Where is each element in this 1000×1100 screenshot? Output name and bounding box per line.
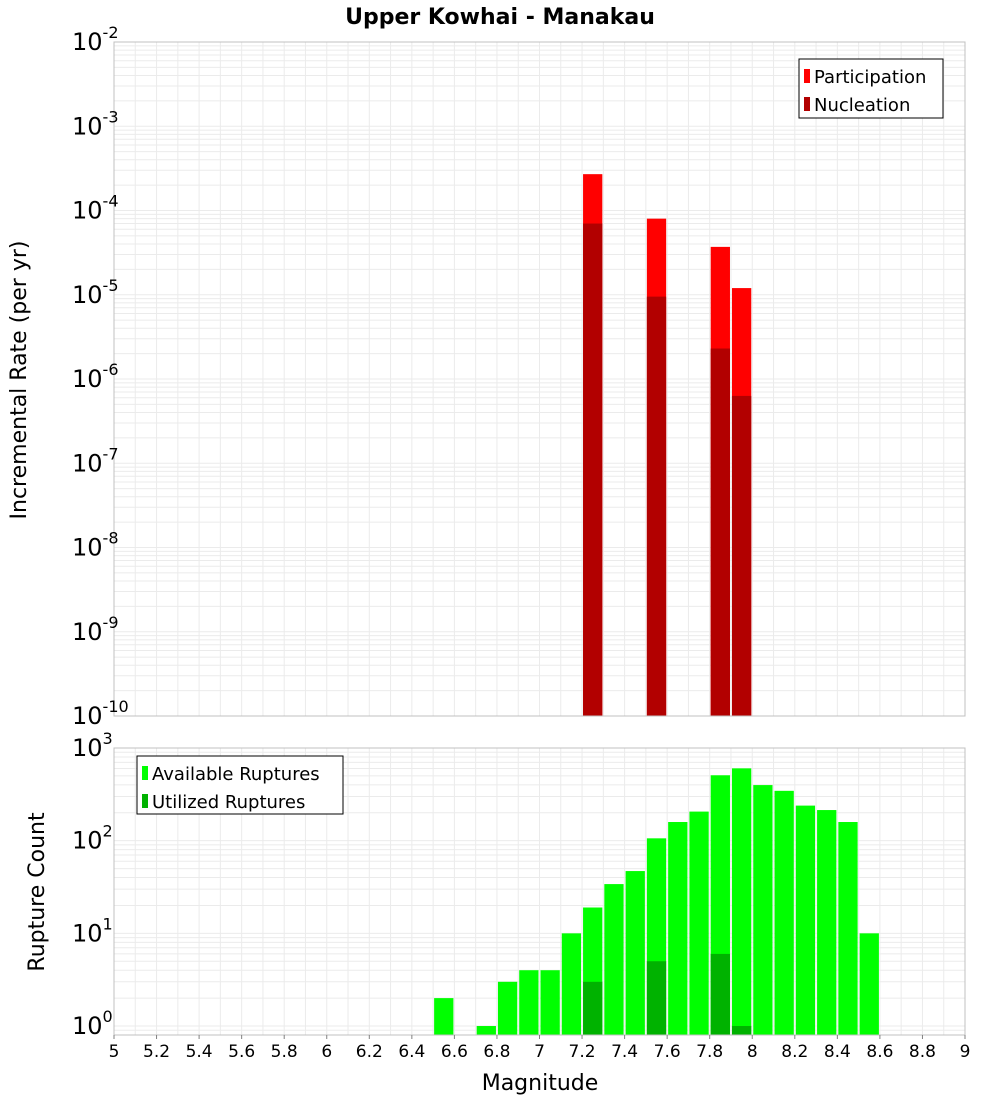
- bar: [774, 790, 794, 1035]
- bar: [710, 348, 730, 716]
- bar: [476, 1026, 496, 1035]
- x-tick-label: 7.2: [569, 1042, 596, 1062]
- x-tick-label: 6.8: [483, 1042, 510, 1062]
- x-axis-label: Magnitude: [482, 1071, 599, 1096]
- bar: [583, 223, 603, 717]
- x-tick-label: 9: [960, 1042, 971, 1062]
- x-tick-label: 8.2: [781, 1042, 808, 1062]
- bar: [710, 953, 730, 1035]
- bar: [646, 961, 667, 1035]
- legend-swatch: [142, 794, 148, 808]
- legend-label: Available Ruptures: [152, 764, 320, 785]
- y-tick-label: 10-10: [72, 697, 129, 730]
- x-tick-label: 6.4: [398, 1042, 425, 1062]
- y-tick-label: 102: [72, 822, 113, 855]
- legend-label: Nucleation: [814, 95, 910, 116]
- y-tick-label: 103: [72, 729, 113, 762]
- x-tick-label: 7: [534, 1042, 545, 1062]
- plot-frame: [113, 41, 966, 717]
- bottom-y-axis-label: Rupture Count: [25, 812, 50, 972]
- legend-swatch: [804, 69, 810, 83]
- bar: [859, 933, 879, 1035]
- bar: [434, 998, 454, 1035]
- x-tick-label: 8.4: [824, 1042, 851, 1062]
- y-tick-label: 100: [72, 1007, 113, 1040]
- y-tick-label: 10-5: [72, 276, 119, 309]
- bar: [561, 933, 582, 1035]
- bar: [731, 395, 752, 716]
- x-tick-label: 5.8: [271, 1042, 298, 1062]
- y-tick-label: 10-9: [72, 613, 119, 646]
- bar: [689, 811, 709, 1035]
- bar: [583, 981, 603, 1035]
- legend-label: Utilized Ruptures: [152, 792, 305, 813]
- bar: [625, 871, 645, 1035]
- x-tick-label: 5.2: [143, 1042, 170, 1062]
- bar: [668, 822, 688, 1035]
- x-tick-label: 8: [747, 1042, 758, 1062]
- y-tick-label: 10-7: [72, 444, 119, 477]
- x-tick-label: 5.6: [228, 1042, 255, 1062]
- bar: [604, 884, 624, 1035]
- x-tick-label: 7.8: [696, 1042, 723, 1062]
- bar: [838, 822, 858, 1035]
- bar: [753, 785, 773, 1035]
- top-chart: 10-2 10-3 10-4 10-5 10-6 10-7 10-8 10-9 10-10 Par…: [72, 23, 966, 730]
- bar: [540, 970, 560, 1035]
- bar: [497, 981, 518, 1035]
- top-y-axis-label: Incremental Rate (per yr): [7, 241, 32, 520]
- y-tick-label: 10-8: [72, 529, 119, 562]
- bar: [519, 970, 539, 1035]
- legend-box: [798, 58, 944, 119]
- x-tick-label: 5: [109, 1042, 120, 1062]
- bar: [646, 296, 667, 716]
- bar: [731, 768, 752, 1035]
- bar: [731, 1026, 752, 1035]
- x-tick-label: 7.4: [611, 1042, 638, 1062]
- x-tick-label: 6: [321, 1042, 332, 1062]
- legend-swatch: [804, 97, 810, 111]
- legend-swatch: [142, 766, 148, 780]
- bar: [817, 810, 837, 1035]
- y-tick-label: 10-6: [72, 360, 119, 393]
- x-tick-label: 6.6: [441, 1042, 468, 1062]
- legend-label: Participation: [814, 67, 926, 88]
- x-tick-label: 6.2: [356, 1042, 383, 1062]
- y-tick-label: 10-4: [72, 192, 119, 225]
- x-tick-label: 8.8: [909, 1042, 936, 1062]
- x-tick-label: 5.4: [186, 1042, 213, 1062]
- y-tick-label: 101: [72, 914, 113, 947]
- x-tick-label: 8.6: [866, 1042, 893, 1062]
- legend-box: [136, 755, 344, 815]
- y-tick-label: 10-3: [72, 107, 119, 140]
- bar: [795, 805, 816, 1035]
- x-tick-label: 7.6: [654, 1042, 681, 1062]
- chart-title: Upper Kowhai - Manakau: [345, 5, 655, 30]
- y-tick-label: 10-2: [72, 23, 119, 56]
